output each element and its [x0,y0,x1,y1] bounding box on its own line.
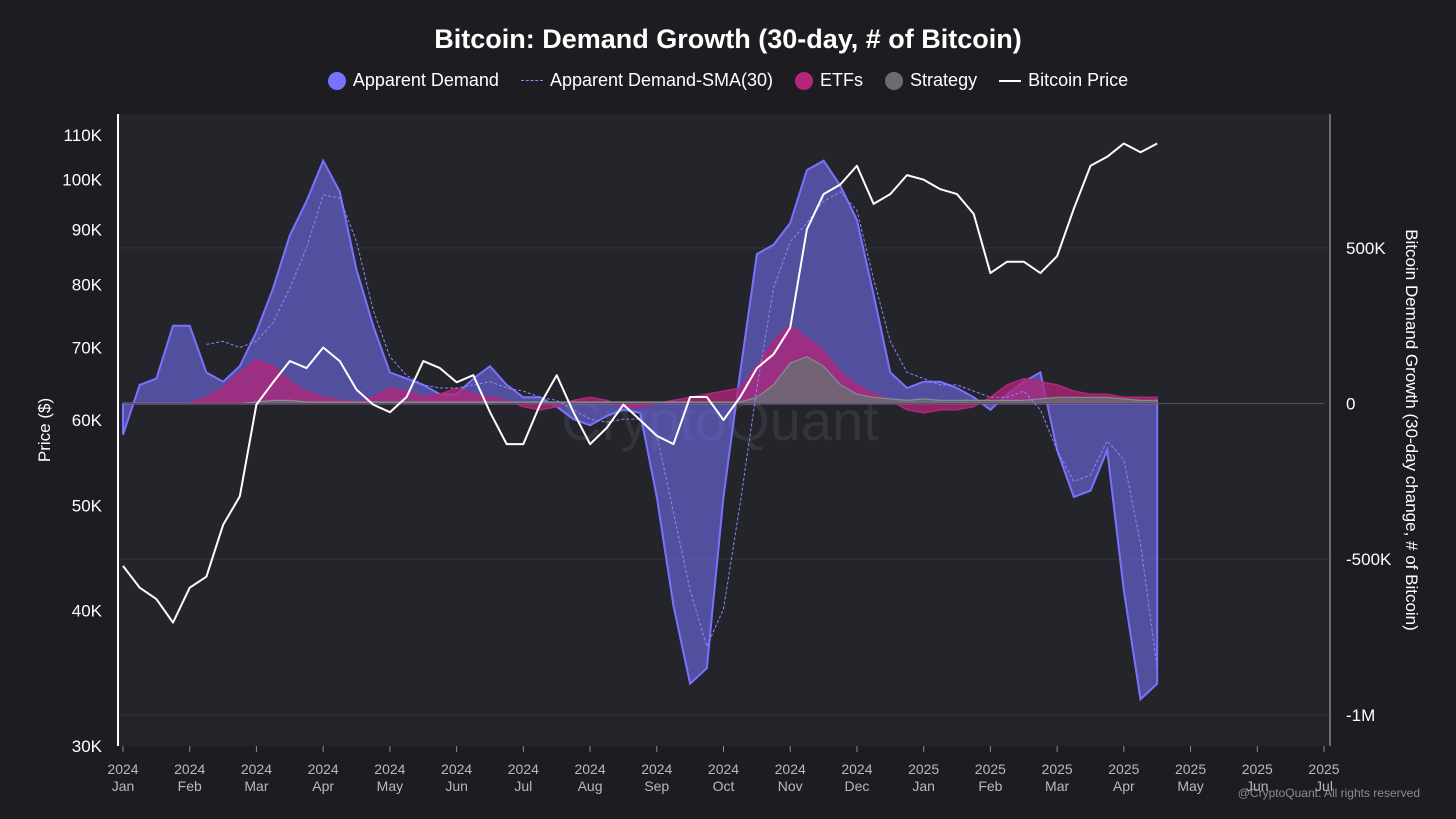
x-tick-month: Apr [1113,778,1135,794]
legend-label-apparent-demand-sma: Apparent Demand-SMA(30) [549,70,774,90]
x-tick-year: 2024 [574,761,605,777]
x-tick-month: May [1177,778,1203,794]
x-tick-year: 2024 [374,761,405,777]
legend-item-strategy[interactable]: Strategy [885,70,977,91]
copyright-text: @CryptoQuant. All rights reserved [1237,786,1420,800]
x-tick-year: 2025 [1242,761,1273,777]
legend-item-apparent-demand-sma[interactable]: Apparent Demand-SMA(30) [520,70,774,91]
y-left-tick-label: 60K [72,411,103,430]
y-right-tick-label: 0 [1346,395,1355,414]
x-tick-month: Jan [112,778,135,794]
legend-label-bitcoin-price: Bitcoin Price [1028,70,1129,90]
x-tick-month: Feb [978,778,1002,794]
series-strategy-area [123,356,1158,405]
x-tick-month: Jun [445,778,468,794]
y-left-tick-label: 50K [72,497,103,516]
y-left-tick-label: 90K [72,220,103,239]
x-tick-year: 2024 [508,761,539,777]
y-axis-left-label: Price ($) [35,398,54,462]
x-tick-year: 2024 [441,761,472,777]
legend-item-apparent-demand[interactable]: Apparent Demand [327,70,499,91]
x-tick-month: Dec [844,778,869,794]
chart-title: Bitcoin: Demand Growth (30-day, # of Bit… [434,24,1022,54]
y-left-tick-label: 70K [72,338,103,357]
x-tick-year: 2024 [308,761,339,777]
x-tick-year: 2024 [241,761,272,777]
series-bitcoin-price-line [122,142,1158,624]
x-tick-year: 2025 [1042,761,1073,777]
legend-label-etfs: ETFs [820,70,864,90]
x-tick-year: 2024 [107,761,138,777]
x-tick-month: Mar [244,778,268,794]
y-left-tick-label: 100K [62,171,102,190]
series-apparent-demand-sma-line [206,191,1158,669]
y-right-tick-label: -500K [1346,550,1392,569]
legend-item-bitcoin-price[interactable]: Bitcoin Price [999,70,1128,91]
legend-swatch-apparent-demand-sma [520,80,543,81]
legend-label-apparent-demand: Apparent Demand [352,70,499,90]
x-tick-year: 2024 [708,761,739,777]
y-left-tick-label: 110K [64,126,103,145]
x-tick-month: Mar [1045,778,1069,794]
x-tick-year: 2024 [641,761,672,777]
x-tick-month: Aug [578,778,603,794]
x-tick-month: May [377,778,403,794]
y-left-tick-label: 40K [72,602,103,621]
x-tick-year: 2025 [1108,761,1139,777]
x-tick-month: Jul [1315,778,1333,794]
x-tick-year: 2024 [841,761,872,777]
series-layer [122,142,1324,702]
axis-layer: 500K 0 -500K -1M 30K 40K 50K 60K 70K 80K 90K 100K 11… [62,126,1392,794]
x-tick-year: 2025 [1175,761,1206,777]
x-tick-month: Oct [713,778,735,794]
y-axis-right-label: Bitcoin Demand Growth (30-day change, # … [1402,229,1421,631]
x-tick-month: Jan [912,778,935,794]
x-tick-month: Jul [514,778,532,794]
legend-item-etfs[interactable]: ETFs [795,70,863,91]
x-tick-year: 2025 [1308,761,1339,777]
x-tick-month: Nov [778,778,803,794]
x-tick-month: Apr [312,778,334,794]
y-right-tick-label: -1M [1346,706,1375,725]
legend-swatch-apparent-demand [327,71,346,90]
legend-label-strategy: Strategy [910,70,978,90]
y-right-tick-label: 500K [1346,239,1386,258]
x-tick-year: 2025 [975,761,1006,777]
legend-swatch-strategy [885,71,904,90]
legend-swatch-bitcoin-price [999,79,1022,82]
x-tick-month: Feb [178,778,202,794]
legend: Apparent Demand Apparent Demand-SMA(30) … [0,70,1456,91]
x-tick-month: Jun [1246,778,1269,794]
y-left-tick-label: 30K [72,737,103,756]
legend-swatch-etfs [795,71,814,90]
x-tick-year: 2024 [174,761,205,777]
x-tick-year: 2025 [908,761,939,777]
x-tick-year: 2024 [775,761,806,777]
y-left-tick-label: 80K [72,276,103,295]
x-tick-month: Sep [644,778,669,794]
